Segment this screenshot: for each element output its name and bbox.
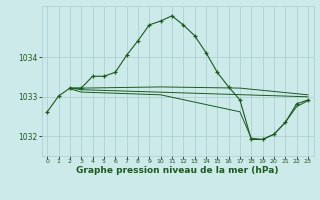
X-axis label: Graphe pression niveau de la mer (hPa): Graphe pression niveau de la mer (hPa) (76, 166, 279, 175)
